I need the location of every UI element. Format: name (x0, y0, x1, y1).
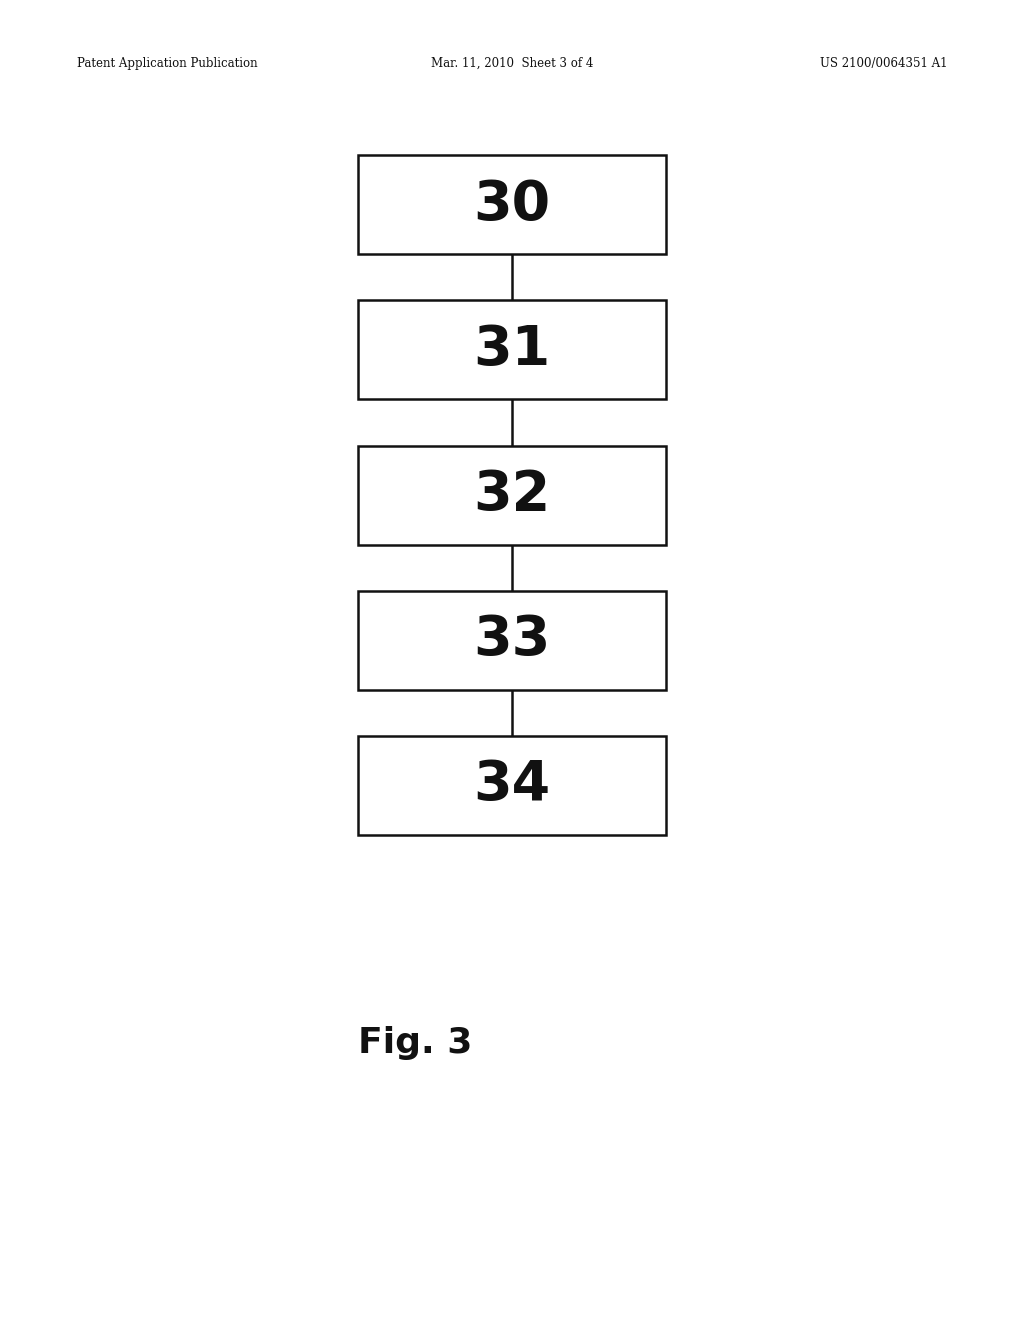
Text: US 2100/0064351 A1: US 2100/0064351 A1 (819, 57, 947, 70)
Bar (358, 300, 666, 399)
Text: Mar. 11, 2010  Sheet 3 of 4: Mar. 11, 2010 Sheet 3 of 4 (431, 57, 593, 70)
Text: Patent Application Publication: Patent Application Publication (77, 57, 257, 70)
Text: 34: 34 (473, 759, 551, 812)
Bar (358, 446, 666, 544)
Text: 32: 32 (473, 469, 551, 521)
Bar (358, 154, 666, 253)
Bar (358, 591, 666, 689)
Bar (358, 735, 666, 834)
Text: 33: 33 (473, 614, 551, 667)
Text: 30: 30 (473, 178, 551, 231)
Text: 31: 31 (473, 323, 551, 376)
Text: Fig. 3: Fig. 3 (358, 1026, 473, 1060)
